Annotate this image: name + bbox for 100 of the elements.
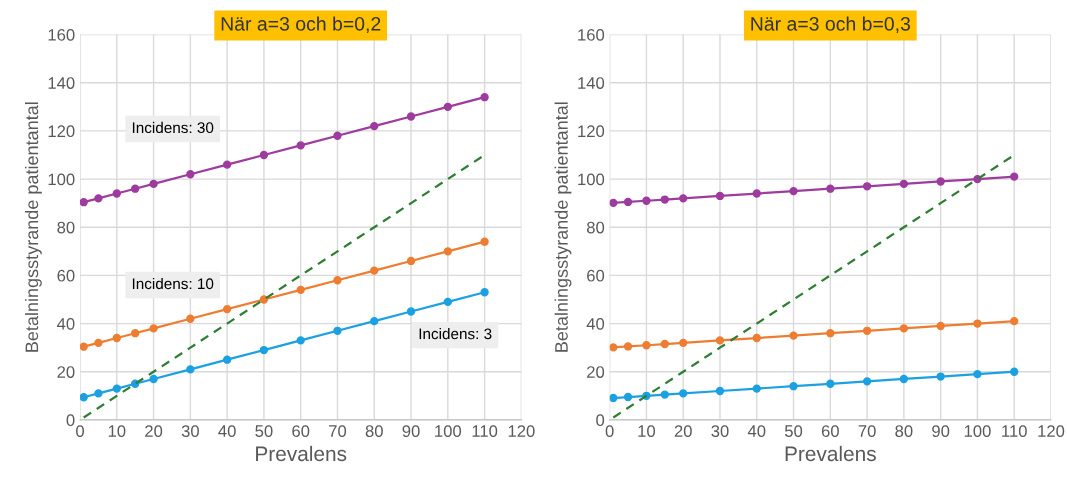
point — [480, 288, 489, 297]
y-tick-label: 120 — [578, 125, 605, 138]
point — [826, 184, 835, 193]
x-tick-label: 20 — [674, 425, 692, 437]
annotation: Incidens: 30 — [132, 121, 214, 134]
point — [973, 319, 982, 328]
point — [222, 355, 232, 364]
point — [973, 369, 982, 379]
point — [186, 170, 195, 179]
point — [936, 372, 945, 381]
y-tick-label: 120 — [48, 125, 75, 138]
point — [480, 237, 489, 246]
x-tick-label: 50 — [784, 425, 803, 437]
point — [642, 341, 651, 350]
y-tick-label: 60 — [587, 269, 605, 282]
point — [715, 191, 725, 201]
point — [131, 329, 140, 338]
point — [112, 384, 121, 393]
point — [862, 182, 872, 191]
point — [609, 393, 618, 403]
y-tick-label: 60 — [57, 269, 75, 282]
annotation: Incidens: 3 — [419, 328, 492, 340]
point — [1010, 367, 1019, 376]
point — [443, 297, 452, 307]
x-tick-label: 120 — [1038, 425, 1065, 437]
x-tick-label: 50 — [255, 425, 273, 437]
x-tick-label: 120 — [508, 425, 535, 437]
x-tick-label: 100 — [435, 425, 462, 437]
point — [609, 343, 618, 352]
x-tick-label: 20 — [145, 425, 163, 437]
x-tick-label: 90 — [932, 425, 950, 437]
point — [406, 112, 416, 121]
y-tick-label: 40 — [586, 317, 605, 330]
point — [789, 382, 798, 391]
y-tick-label: 160 — [578, 28, 605, 41]
point — [609, 198, 618, 208]
point — [715, 336, 725, 345]
point — [112, 333, 121, 343]
x-tick-label: 10 — [108, 425, 126, 437]
x-axis-title: Prevalens — [256, 445, 347, 462]
point — [94, 389, 103, 398]
x-tick-label: 100 — [964, 425, 991, 437]
x-tick-label: 60 — [821, 425, 839, 437]
y-tick-label: 100 — [48, 173, 75, 186]
point — [443, 247, 452, 256]
y-axis-title: Betalningsstyrande patientantal — [554, 102, 572, 352]
x-tick-label: 40 — [218, 425, 236, 437]
point — [789, 186, 798, 196]
point — [679, 338, 688, 348]
point — [296, 141, 305, 150]
point — [222, 304, 232, 314]
y-tick-label: 100 — [578, 173, 605, 186]
y-tick-label: 80 — [57, 221, 75, 234]
y-tick-label: 0 — [596, 414, 605, 427]
point — [333, 131, 342, 140]
point — [222, 160, 232, 169]
point — [333, 326, 342, 335]
point — [752, 189, 761, 198]
point — [149, 324, 158, 333]
point — [80, 393, 88, 402]
point — [259, 295, 269, 304]
point — [1010, 172, 1019, 181]
y-tick-label: 140 — [48, 77, 75, 89]
x-tick-label: 40 — [747, 425, 766, 437]
x-tick-label: 0 — [76, 425, 85, 437]
x-tick-label: 70 — [329, 425, 347, 437]
point — [936, 321, 945, 331]
y-tick-label: 140 — [578, 77, 605, 89]
point — [826, 329, 835, 338]
point — [406, 307, 416, 316]
point — [186, 365, 195, 374]
point — [936, 177, 945, 186]
point — [333, 276, 342, 285]
point — [370, 121, 379, 131]
x-axis-title: Prevalens — [785, 445, 876, 462]
point — [112, 189, 121, 198]
point — [715, 386, 725, 396]
point — [186, 314, 195, 323]
point — [370, 316, 379, 326]
y-tick-label: 160 — [48, 28, 75, 41]
point — [899, 324, 909, 333]
point — [862, 377, 872, 386]
x-tick-label: 70 — [858, 425, 876, 437]
point — [752, 384, 761, 393]
x-tick-label: 110 — [472, 425, 498, 437]
point — [679, 389, 688, 398]
point — [623, 197, 633, 207]
point — [480, 93, 489, 102]
x-tick-label: 90 — [402, 425, 420, 437]
annotation: Incidens: 10 — [132, 277, 214, 290]
point — [660, 339, 669, 349]
point — [1010, 316, 1019, 326]
point — [789, 331, 798, 340]
point — [679, 194, 688, 203]
point — [660, 195, 669, 204]
x-tick-label: 110 — [1002, 425, 1027, 437]
point — [80, 198, 88, 207]
point — [149, 179, 158, 189]
x-tick-label: 60 — [292, 425, 310, 437]
point — [259, 150, 269, 160]
